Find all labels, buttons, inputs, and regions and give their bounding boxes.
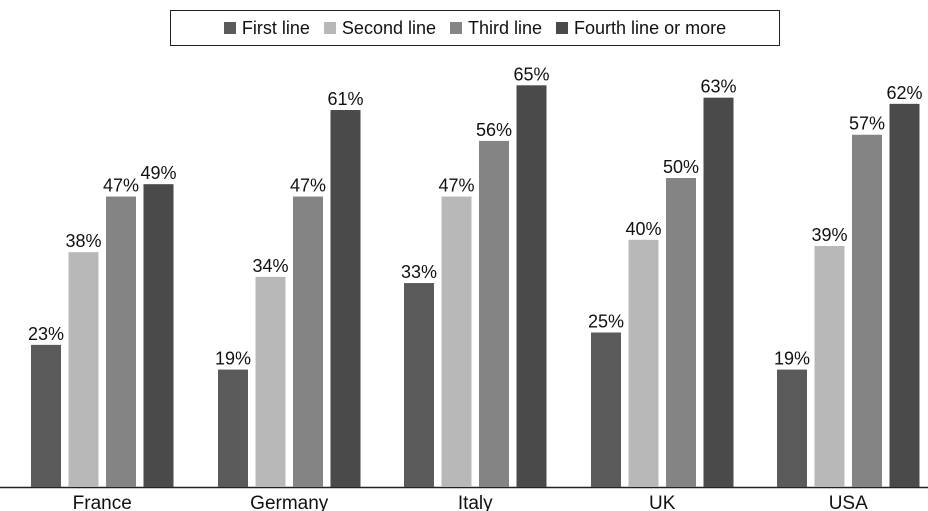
bar-italy-second-line [441,196,472,488]
bar-uk-first-line [591,332,621,487]
data-label-germany-first-line: 19% [215,349,251,369]
bar-usa-third-line [852,134,882,488]
data-label-france-second-line: 38% [65,231,101,251]
bar-uk-fourth-line [703,97,734,487]
bar-germany-first-line [218,369,248,487]
bar-usa-first-line [777,369,807,487]
data-label-uk-second-line: 40% [625,219,661,239]
category-label-uk: UK [649,493,676,511]
data-label-usa-third-line: 57% [849,114,885,134]
category-label-france: France [73,493,132,511]
bar-germany-second-line [255,276,286,487]
legend-swatch-first-line [223,22,236,34]
legend-swatch-third-line [450,22,462,34]
bar-italy-fourth-line [516,85,547,488]
legend-label-fourth-line: Fourth line or more [574,17,727,38]
data-label-uk-fourth-line: 63% [700,77,736,97]
legend-label-second-line: Second line [341,17,436,38]
data-label-usa-first-line: 19% [774,349,810,369]
data-label-france-third-line: 47% [103,176,139,196]
data-label-germany-fourth-line: 61% [327,89,363,109]
bar-italy-third-line [479,140,509,488]
bar-italy-first-line [404,283,434,487]
data-label-france-first-line: 23% [28,324,64,344]
bar-france-first-line [31,344,61,487]
data-label-usa-second-line: 39% [811,225,847,245]
legend-item-fourth-line: Fourth line or more [556,18,726,39]
legend-label-third-line: Third line [468,17,543,38]
data-label-usa-fourth-line: 62% [886,83,922,103]
data-label-france-fourth-line: 49% [140,163,176,183]
legend-label-first-line: First line [241,17,310,38]
bar-france-fourth-line [143,184,174,487]
data-label-germany-second-line: 34% [252,256,288,276]
category-label-usa: USA [829,493,868,511]
data-label-italy-second-line: 47% [438,176,474,196]
data-label-germany-third-line: 47% [290,176,326,196]
bar-uk-third-line [666,178,696,487]
legend-swatch-fourth-line [556,22,569,34]
data-label-uk-third-line: 50% [663,157,699,177]
category-label-italy: Italy [458,493,493,511]
bar-france-third-line [106,196,136,488]
legend-item-third-line: Third line [450,18,542,39]
data-label-italy-first-line: 33% [401,262,437,282]
category-label-germany: Germany [250,493,329,511]
data-label-italy-fourth-line: 65% [513,64,549,84]
legend: First line Second line Third line Fourth… [170,10,780,46]
bar-usa-second-line [814,245,845,487]
data-label-uk-first-line: 25% [588,312,624,332]
legend-item-second-line: Second line [323,17,436,39]
bar-germany-fourth-line [330,110,361,488]
legend-swatch-second-line [323,22,336,34]
data-label-italy-third-line: 56% [476,120,512,140]
bar-germany-third-line [293,196,323,488]
legend-item-first-line: First line [223,17,310,39]
bar-usa-fourth-line [889,103,920,487]
bar-uk-second-line [628,239,659,487]
bar-france-second-line [68,252,99,487]
